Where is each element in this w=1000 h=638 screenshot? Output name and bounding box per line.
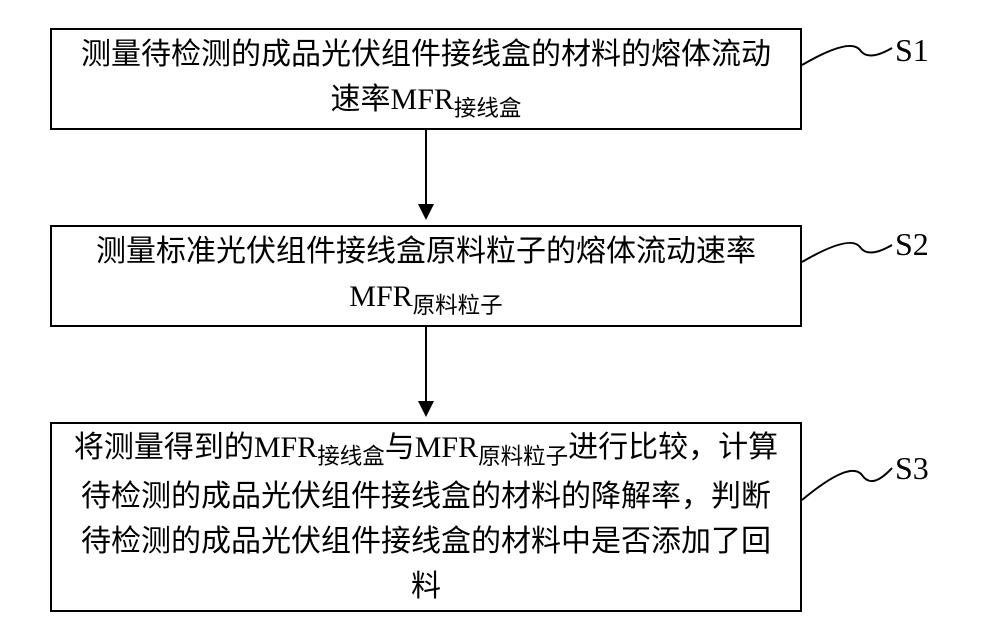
arrow-s1-s2 [418,130,434,220]
s1-seg-1: 接线盒 [454,96,522,121]
flow-step-s2: 测量标准光伏组件接线盒原料粒子的熔体流动速率MFR原料粒子 [50,225,802,327]
curve-s2 [802,243,892,262]
s3-seg-1: 接线盒 [317,444,385,469]
s3-seg-2: 与MFR [385,431,478,464]
s3-seg-3: 原料粒子 [478,444,568,469]
flow-step-s3-text: 将测量得到的MFR接线盒与MFR原料粒子进行比较，计算待检测的成品光伏组件接线盒… [72,425,780,609]
flow-step-s1: 测量待检测的成品光伏组件接线盒的材料的熔体流动速率MFR接线盒 [50,28,802,130]
curve-s3 [802,468,892,500]
step-label-s2: S2 [895,226,929,263]
step-label-s3: S3 [895,450,929,487]
flow-step-s3: 将测量得到的MFR接线盒与MFR原料粒子进行比较，计算待检测的成品光伏组件接线盒… [50,422,802,612]
s2-seg-1: 原料粒子 [413,293,503,318]
s1-seg-0: 测量待检测的成品光伏组件接线盒的材料的熔体流动速率MFR [81,38,771,116]
step-label-s1: S1 [895,32,929,69]
s3-seg-0: 将测量得到的MFR [74,431,317,464]
flow-step-s1-text: 测量待检测的成品光伏组件接线盒的材料的熔体流动速率MFR接线盒 [72,32,780,126]
flow-step-s2-text: 测量标准光伏组件接线盒原料粒子的熔体流动速率MFR原料粒子 [72,229,780,323]
curve-s1 [802,46,892,65]
arrow-s2-s3 [418,327,434,417]
